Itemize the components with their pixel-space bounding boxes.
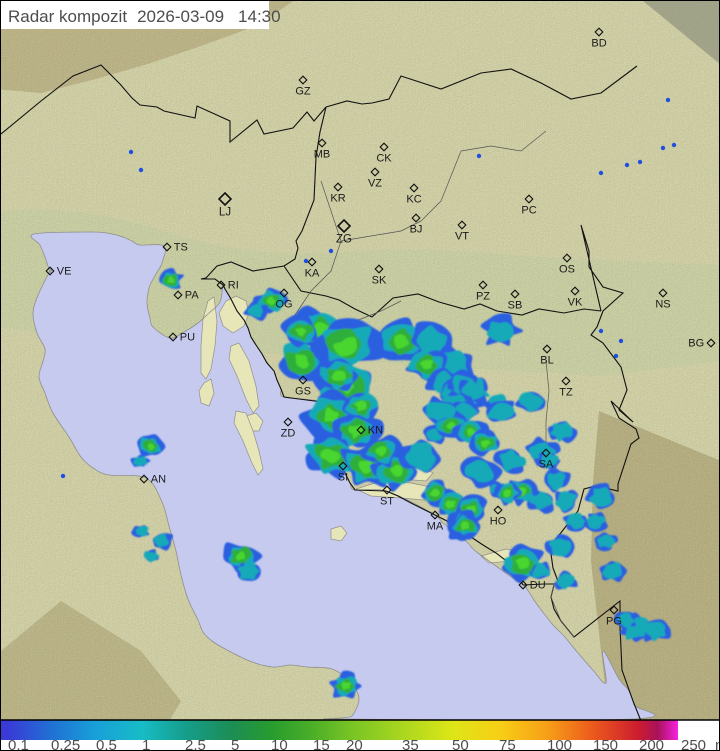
svg-text:OG: OG xyxy=(275,298,292,310)
svg-text:35: 35 xyxy=(402,737,419,751)
svg-text:MA: MA xyxy=(427,520,444,532)
svg-text:ZD: ZD xyxy=(281,427,296,439)
svg-text:PG: PG xyxy=(606,615,622,627)
svg-text:TZ: TZ xyxy=(559,386,573,398)
svg-text:SA: SA xyxy=(539,458,554,470)
svg-text:100: 100 xyxy=(547,737,572,751)
svg-text:KN: KN xyxy=(368,425,383,437)
svg-text:CK: CK xyxy=(376,152,392,164)
svg-text:PU: PU xyxy=(180,332,195,344)
svg-text:0,5: 0,5 xyxy=(96,737,117,751)
svg-text:SI: SI xyxy=(338,471,348,483)
svg-text:VE: VE xyxy=(57,266,72,278)
svg-text:AN: AN xyxy=(151,474,166,486)
svg-text:TS: TS xyxy=(174,242,188,254)
svg-text:BD: BD xyxy=(591,37,606,49)
svg-text:VK: VK xyxy=(568,296,583,308)
svg-text:SK: SK xyxy=(372,274,387,286)
svg-text:KA: KA xyxy=(305,267,320,279)
svg-text:KC: KC xyxy=(406,193,421,205)
svg-text:2,5: 2,5 xyxy=(185,737,206,751)
svg-text:ST: ST xyxy=(380,495,394,507)
svg-text:BL: BL xyxy=(540,354,553,366)
svg-text:ZG: ZG xyxy=(336,234,352,246)
svg-text:PC: PC xyxy=(521,204,536,216)
svg-text:150: 150 xyxy=(593,737,618,751)
svg-text:0,1: 0,1 xyxy=(8,737,29,751)
svg-text:NS: NS xyxy=(655,298,670,310)
svg-text:mm/h: mm/h xyxy=(715,737,720,751)
svg-text:1: 1 xyxy=(142,737,150,751)
svg-text:SB: SB xyxy=(508,299,523,311)
svg-text:GZ: GZ xyxy=(295,85,311,97)
svg-text:RI: RI xyxy=(228,280,239,292)
svg-text:DU: DU xyxy=(530,580,546,592)
svg-text:VZ: VZ xyxy=(368,177,382,189)
svg-text:75: 75 xyxy=(499,737,516,751)
svg-text:5: 5 xyxy=(231,737,239,751)
svg-text:VT: VT xyxy=(455,230,469,242)
svg-text:MB: MB xyxy=(314,148,331,160)
svg-text:200: 200 xyxy=(639,737,664,751)
svg-text:PA: PA xyxy=(185,290,200,302)
svg-text:OS: OS xyxy=(559,263,575,275)
svg-text:BG: BG xyxy=(688,338,704,350)
svg-text:HO: HO xyxy=(490,515,507,527)
svg-text:BJ: BJ xyxy=(410,223,423,235)
svg-text:15: 15 xyxy=(313,737,330,751)
svg-text:KR: KR xyxy=(330,192,345,204)
svg-text:0,25: 0,25 xyxy=(51,737,80,751)
svg-text:GS: GS xyxy=(295,385,311,397)
svg-text:20: 20 xyxy=(346,737,363,751)
svg-text:250: 250 xyxy=(681,737,706,751)
svg-text:LJ: LJ xyxy=(219,207,231,219)
svg-text:50: 50 xyxy=(452,737,469,751)
svg-text:PZ: PZ xyxy=(476,290,490,302)
svg-text:10: 10 xyxy=(271,737,288,751)
